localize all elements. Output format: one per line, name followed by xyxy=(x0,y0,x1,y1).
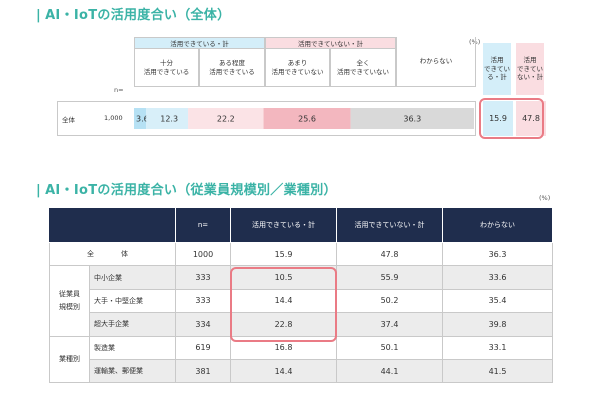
highlight-box-top xyxy=(479,98,544,139)
bar-segment-2 xyxy=(146,108,189,129)
row-label: 製造業 xyxy=(89,335,176,360)
cell-unknown: 35.4 xyxy=(442,288,553,314)
table-row: 運輸業、郵便業 381 14.4 44.1 41.5 xyxy=(50,358,553,384)
cell-active: 14.4 xyxy=(230,288,337,314)
cell-unknown: 33.1 xyxy=(442,335,553,360)
group-label-industry: 業種別 xyxy=(49,335,90,384)
cell-inactive: 50.2 xyxy=(336,288,443,314)
cell-active: 16.8 xyxy=(230,335,337,360)
cell-unknown: 33.6 xyxy=(442,265,553,290)
header-inactive: 活用できていない・計 xyxy=(336,207,443,243)
header-unknown: わからない xyxy=(442,207,553,243)
bar-value-label-5: 36.3 xyxy=(403,115,421,124)
bar-segment-4 xyxy=(263,108,351,129)
header-n: n= xyxy=(175,207,231,243)
title-text: AI・IoTの活用度合い（従業員規模別／業種別） xyxy=(45,183,337,198)
cell-active: 15.9 xyxy=(230,241,337,267)
stacked-bar-chart: 3.6 12.3 22.2 25.6 36.3 xyxy=(134,108,474,129)
title-text: AI・IoTの活用度合い（全体） xyxy=(45,8,231,23)
cell-inactive: 44.1 xyxy=(336,358,443,384)
section-title-breakdown: | AI・IoTの活用度合い（従業員規模別／業種別） xyxy=(36,179,337,198)
table-row: 従業員 規模別 中小企業 333 10.5 55.9 33.6 xyxy=(49,265,553,337)
table-row: 超大手企業 334 22.8 37.4 39.8 xyxy=(50,312,553,337)
header-active: 活用できている・計 xyxy=(230,207,337,243)
cell-n: 333 xyxy=(175,265,231,290)
cell-n: 1000 xyxy=(175,241,231,267)
cell-inactive: 37.4 xyxy=(336,312,443,337)
title-accent-bar: | xyxy=(36,183,42,198)
cell-inactive: 50.1 xyxy=(336,335,443,360)
subheader-unknown: わからない xyxy=(396,37,476,87)
overall-row-label: 全体 xyxy=(62,116,75,124)
cell-active: 10.5 xyxy=(230,265,337,290)
bar-segment-1 xyxy=(134,108,147,129)
row-label: 超大手企業 xyxy=(89,312,176,337)
cell-unknown: 39.8 xyxy=(442,312,553,337)
cell-active: 22.8 xyxy=(230,312,337,337)
bar-value-label-2: 12.3 xyxy=(160,115,178,124)
overall-row-n: 1,000 xyxy=(104,114,123,122)
table-row: 業種別 製造業 619 16.8 50.1 33.1 xyxy=(49,335,553,384)
row-label: 運輸業、郵便業 xyxy=(89,358,176,384)
table-row: 大手・中堅企業 333 14.4 50.2 35.4 xyxy=(50,288,553,314)
subheader-fully-active: 十分 活用できている xyxy=(134,49,199,87)
cell-inactive: 47.8 xyxy=(336,241,443,267)
bar-segment-3 xyxy=(188,108,264,129)
cell-active: 14.4 xyxy=(230,358,337,384)
breakdown-table: n= 活用できている・計 活用できていない・計 わからない 全 体 1000 1… xyxy=(49,207,553,384)
cell-unknown: 36.3 xyxy=(442,241,553,267)
row-label: 中小企業 xyxy=(89,265,176,290)
cell-n: 334 xyxy=(175,312,231,337)
row-label: 全 体 xyxy=(49,241,176,267)
row-label: 大手・中堅企業 xyxy=(89,288,176,314)
percent-unit-label: (%) xyxy=(539,194,551,202)
bar-segment-5 xyxy=(350,108,474,129)
side-value-inactive: 47.8 xyxy=(516,101,546,136)
subheader-somewhat-active: ある程度 活用できている xyxy=(199,49,265,87)
cell-n: 333 xyxy=(175,288,231,314)
cell-unknown: 41.5 xyxy=(442,358,553,384)
group-label-size: 従業員 規模別 xyxy=(49,265,90,337)
table-header-row: n= 活用できている・計 活用できていない・計 わからない xyxy=(49,207,553,243)
subheader-hardly-active: あまり 活用できていない xyxy=(265,49,330,87)
table-row-total: 全 体 1000 15.9 47.8 36.3 xyxy=(49,241,553,267)
title-accent-bar: | xyxy=(36,8,42,23)
side-header-inactive: 活用 できてい ない・計 xyxy=(516,43,544,95)
n-label: n= xyxy=(114,86,124,94)
bar-value-label-3: 22.2 xyxy=(217,115,235,124)
side-value-active: 15.9 xyxy=(483,101,513,136)
subheader-not-active: 全く 活用できていない xyxy=(330,49,396,87)
cell-inactive: 55.9 xyxy=(336,265,443,290)
cell-n: 381 xyxy=(175,358,231,384)
header-inactive-total: 活用できていない・計 xyxy=(265,37,396,49)
overall-row-frame xyxy=(57,101,476,136)
cell-n: 619 xyxy=(175,335,231,360)
section-title-overall: | AI・IoTの活用度合い（全体） xyxy=(36,4,230,23)
header-active-total: 活用できている・計 xyxy=(134,37,265,49)
bar-value-label-1: 3.6 xyxy=(136,115,149,124)
percent-unit-label: (%) xyxy=(469,38,481,46)
header-blank xyxy=(49,207,176,243)
side-header-active: 活用 できてい る・計 xyxy=(483,43,511,95)
bar-value-label-4: 25.6 xyxy=(298,115,316,124)
